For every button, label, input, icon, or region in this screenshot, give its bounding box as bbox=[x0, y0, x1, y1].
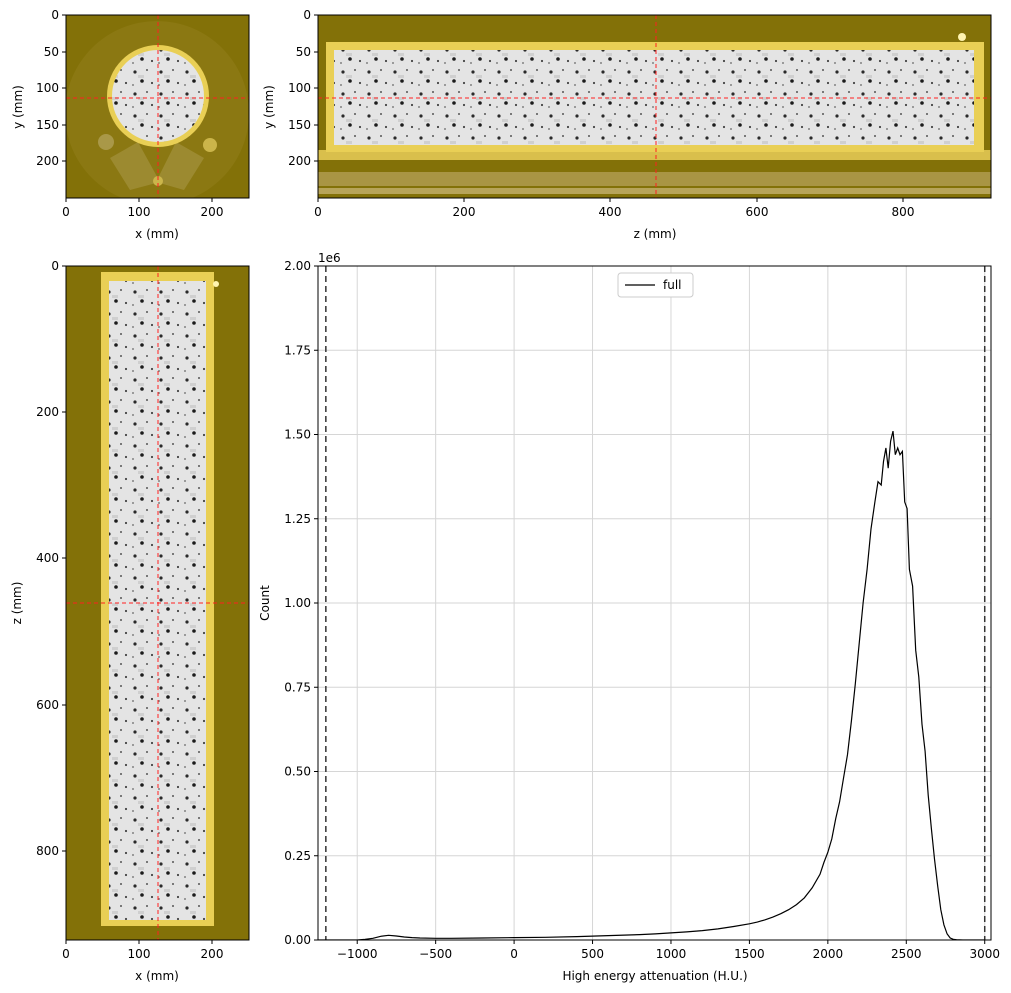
histogram-y-axis-label: Count bbox=[258, 585, 272, 621]
xy-rod-bottom bbox=[153, 176, 163, 186]
xy-y-tick-label: 100 bbox=[36, 81, 59, 95]
x-tick-label: 1000 bbox=[656, 947, 687, 961]
y-tick-label: 0.50 bbox=[284, 765, 311, 779]
zy-bottom-band bbox=[318, 188, 991, 194]
legend-entry-label: full bbox=[663, 278, 682, 292]
zy-y-tick-label: 100 bbox=[288, 81, 311, 95]
zy-x-tick-label: 200 bbox=[453, 205, 476, 219]
histogram-x-ticks: −1000 −500 0 500 1000 1500 2000 2500 3000 bbox=[337, 940, 1000, 961]
zy-lower-rail bbox=[318, 150, 991, 160]
zy-y-axis-label: y (mm) bbox=[262, 85, 276, 129]
xy-y-tick-label: 0 bbox=[51, 8, 59, 22]
histogram-scale-label: 1e6 bbox=[318, 251, 341, 265]
y-tick-label: 0.75 bbox=[284, 680, 311, 694]
legend-box bbox=[617, 272, 694, 298]
xz-x-axis-label: x (mm) bbox=[135, 969, 179, 983]
xz-y-tick-label: 800 bbox=[36, 844, 59, 858]
xz-y-ticks: 0 200 400 600 800 bbox=[36, 259, 66, 858]
xz-core bbox=[109, 281, 206, 920]
zy-lower-band bbox=[318, 172, 991, 186]
panel-zy-slice: 0 200 400 600 800 0 50 100 150 200 z (mm… bbox=[262, 8, 992, 241]
y-tick-label: 1.75 bbox=[284, 343, 311, 357]
y-tick-label: 1.50 bbox=[284, 428, 311, 442]
xz-x-tick-label: 0 bbox=[62, 947, 70, 961]
y-tick-label: 1.25 bbox=[284, 512, 311, 526]
xz-x-tick-label: 100 bbox=[128, 947, 151, 961]
histogram-grid bbox=[318, 265, 991, 941]
xz-x-ticks: 0 100 200 bbox=[62, 940, 223, 961]
histogram-x-axis-label: High energy attenuation (H.U.) bbox=[562, 969, 747, 983]
histogram-panel: −1000 −500 0 500 1000 1500 2000 2500 3000 0.000.… bbox=[258, 251, 1000, 983]
zy-x-tick-label: 600 bbox=[746, 205, 769, 219]
x-tick-label: 3000 bbox=[969, 947, 1000, 961]
xy-y-tick-label: 200 bbox=[36, 154, 59, 168]
zy-x-tick-label: 400 bbox=[599, 205, 622, 219]
zy-y-tick-label: 0 bbox=[303, 8, 311, 22]
zy-y-ticks: 0 50 100 150 200 bbox=[288, 8, 318, 168]
zy-marker bbox=[958, 33, 966, 41]
xy-y-tick-label: 150 bbox=[36, 118, 59, 132]
xy-x-ticks: 0 100 200 bbox=[62, 198, 223, 219]
histogram-y-ticks: 0.00 0.25 0.50 0.75 1.00 1.25 1.50 1.75 2.00 bbox=[284, 259, 318, 947]
histogram-series bbox=[318, 430, 985, 940]
xy-y-tick-label: 50 bbox=[44, 45, 59, 59]
zy-y-tick-label: 200 bbox=[288, 154, 311, 168]
x-tick-label: 1500 bbox=[734, 947, 765, 961]
xy-x-tick-label: 100 bbox=[128, 205, 151, 219]
zy-x-tick-label: 0 bbox=[314, 205, 322, 219]
x-tick-label: −500 bbox=[419, 947, 452, 961]
zy-x-tick-label: 800 bbox=[892, 205, 915, 219]
xy-x-tick-label: 200 bbox=[201, 205, 224, 219]
y-tick-label: 1.00 bbox=[284, 596, 311, 610]
x-tick-label: 2000 bbox=[813, 947, 844, 961]
xz-y-tick-label: 200 bbox=[36, 405, 59, 419]
xz-y-tick-label: 0 bbox=[51, 259, 59, 273]
zy-x-ticks: 0 200 400 600 800 bbox=[314, 198, 914, 219]
y-tick-label: 0.25 bbox=[284, 849, 311, 863]
xz-y-tick-label: 400 bbox=[36, 551, 59, 565]
zy-y-tick-label: 150 bbox=[288, 118, 311, 132]
panel-xy-slice: 0 100 200 0 50 100 150 200 x (mm) y (mm) bbox=[11, 8, 250, 241]
xy-frame bbox=[65, 14, 250, 199]
x-tick-label: −1000 bbox=[337, 947, 378, 961]
xy-rod-right bbox=[203, 138, 217, 152]
y-tick-label: 2.00 bbox=[284, 259, 311, 273]
xy-rod-left bbox=[98, 134, 114, 150]
series-line-full bbox=[318, 430, 985, 940]
xy-x-tick-label: 0 bbox=[62, 205, 70, 219]
y-tick-label: 0.00 bbox=[284, 933, 311, 947]
xz-frame bbox=[65, 265, 250, 941]
x-tick-label: 500 bbox=[581, 947, 604, 961]
xz-y-axis-label: z (mm) bbox=[10, 582, 24, 625]
panel-xz-slice: 0 100 200 0 200 400 600 800 x (mm) z (mm… bbox=[10, 259, 250, 983]
zy-frame bbox=[317, 14, 992, 199]
xy-support-wedge-left bbox=[110, 142, 160, 190]
xz-x-tick-label: 200 bbox=[201, 947, 224, 961]
xz-y-tick-label: 600 bbox=[36, 698, 59, 712]
legend: full bbox=[617, 272, 694, 298]
xy-support-wedge-right bbox=[156, 142, 204, 190]
xz-marker bbox=[213, 281, 219, 287]
histogram-limit-lines bbox=[325, 266, 986, 940]
x-tick-label: 2500 bbox=[891, 947, 922, 961]
xy-x-axis-label: x (mm) bbox=[135, 227, 179, 241]
xy-y-axis-label: y (mm) bbox=[11, 85, 25, 129]
xy-y-ticks: 0 50 100 150 200 bbox=[36, 8, 66, 168]
zy-y-tick-label: 50 bbox=[296, 45, 311, 59]
zy-x-axis-label: z (mm) bbox=[634, 227, 677, 241]
x-tick-label: 0 bbox=[510, 947, 518, 961]
